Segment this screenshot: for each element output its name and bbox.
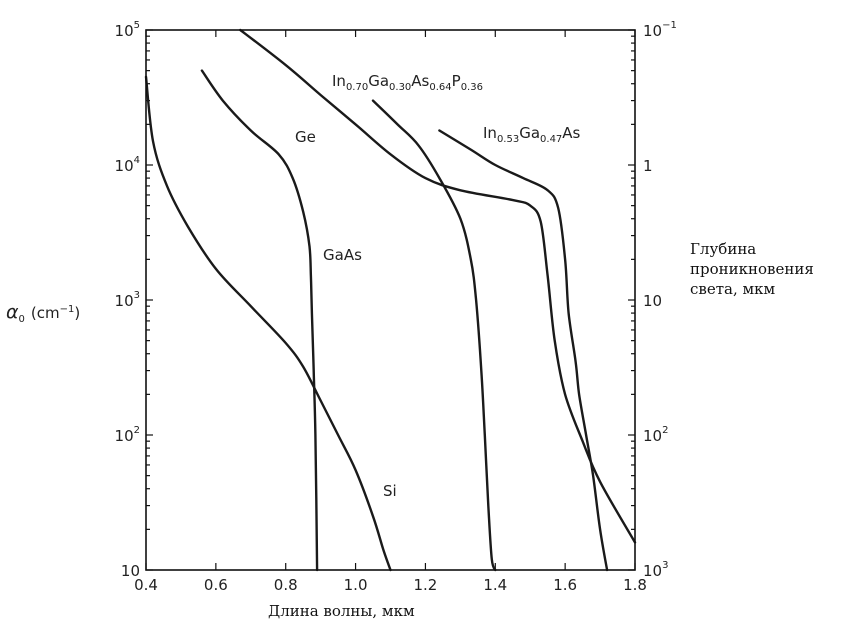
x-tick-label: 0.8 xyxy=(274,576,298,594)
y-label-subscript: 0 xyxy=(19,314,25,325)
series-label-2: Ge xyxy=(295,128,316,146)
labels: 0.4 0.6 0.8 1.0 1.2 1.4 1.6 1.8 10 102 103 104 105 10… xyxy=(115,20,677,594)
series-line-3 xyxy=(371,99,497,572)
series-label-1: GaAs xyxy=(323,246,362,264)
y-label-close: ) xyxy=(74,304,80,322)
plot-frame xyxy=(145,29,636,571)
series-label-4: In0.53Ga0.47As xyxy=(483,124,581,145)
x-tick-label: 0.6 xyxy=(204,576,228,594)
series-line-2 xyxy=(239,28,637,544)
y-left-tick-label: 104 xyxy=(115,155,140,175)
series-line-4 xyxy=(438,129,609,572)
y-left-tick-label: 10 xyxy=(121,562,140,580)
y-right-label-line-2: проникновения xyxy=(690,260,814,278)
x-tick-label: 0.4 xyxy=(134,576,158,594)
x-tick-label: 1.0 xyxy=(344,576,368,594)
y-right-tick-label: 10 xyxy=(643,292,662,310)
y-right-tick-label: 10−1 xyxy=(643,20,677,40)
y-label-unit: (cm xyxy=(31,304,60,322)
y-right-tick-label: 102 xyxy=(643,425,668,445)
y-left-tick-label: 102 xyxy=(115,425,140,445)
x-axis-label: Длина волны, мкм xyxy=(268,602,415,620)
y-axis-right-label: Глубина проникновения света, мкм xyxy=(690,240,819,298)
y-label-unit-sup: −1 xyxy=(60,304,75,315)
y-left-tick-label: 105 xyxy=(115,20,140,40)
x-tick-label: 1.8 xyxy=(623,576,647,594)
curves xyxy=(144,28,637,572)
x-tick-label: 1.6 xyxy=(553,576,577,594)
y-left-tick-label: 103 xyxy=(115,290,140,310)
x-tick-label: 1.4 xyxy=(483,576,507,594)
y-right-label-line-3: света, мкм xyxy=(690,280,776,298)
series-label-3: In0.70Ga0.30As0.64P0.36 xyxy=(332,72,483,93)
x-tick-label: 1.2 xyxy=(413,576,437,594)
y-right-tick-label: 1 xyxy=(643,157,653,175)
y-label-symbol: α xyxy=(6,301,19,323)
y-right-tick-label: 103 xyxy=(643,560,668,580)
y-axis-left-label: α0 (cm−1) xyxy=(6,301,80,325)
series-label-0: Si xyxy=(383,482,397,500)
series-line-1 xyxy=(200,69,319,572)
y-right-label-line-1: Глубина xyxy=(690,240,756,258)
series-line-0 xyxy=(144,75,392,572)
